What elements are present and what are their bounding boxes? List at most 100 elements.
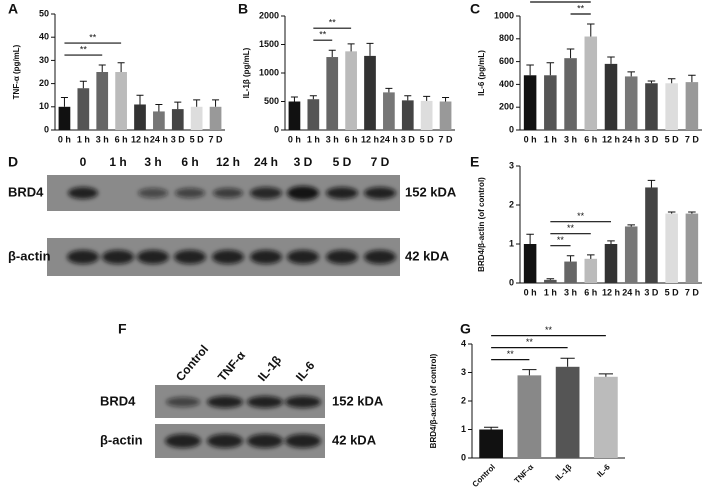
bar — [307, 99, 320, 130]
bar — [153, 111, 165, 130]
x-tick-label: 5 D — [190, 134, 205, 144]
x-tick-label: 12 h — [602, 134, 620, 144]
bar — [288, 101, 301, 130]
error-bar — [688, 74, 696, 83]
bar — [401, 100, 414, 130]
y-tick-label: 600 — [499, 56, 514, 66]
x-tick-label: 6 h — [345, 134, 358, 144]
error-bar — [560, 357, 575, 367]
y-tick-label: 0 — [509, 124, 514, 134]
y-tick-label: 1 — [509, 238, 514, 248]
y-axis-title: BRD4/β-actin (of control) — [477, 177, 486, 272]
bar — [645, 187, 658, 283]
bar — [523, 75, 537, 130]
x-tick-label: 7 D — [685, 287, 700, 297]
panel-letter: C — [470, 1, 480, 17]
error-bar — [526, 233, 534, 244]
x-tick-label: 6 h — [115, 134, 128, 144]
y-tick-label: 3 — [509, 160, 514, 170]
row-label: BRD4 — [100, 393, 136, 408]
bar — [564, 58, 577, 130]
lane-label: 0 — [80, 155, 87, 169]
error-bar — [526, 64, 534, 76]
significance-label: ** — [526, 337, 534, 347]
y-axis-title: IL-1β (pg/mL) — [242, 47, 251, 98]
row-label: BRD4 — [8, 184, 44, 199]
error-bar — [607, 240, 615, 244]
bar — [645, 83, 658, 130]
y-tick-label: 400 — [499, 79, 514, 89]
error-bar — [522, 369, 537, 376]
y-tick-label: 1 — [461, 424, 466, 434]
significance-label: ** — [329, 18, 337, 28]
y-tick-label: 0 — [274, 124, 279, 134]
error-bar — [587, 23, 595, 37]
x-tick-label: 0 h — [524, 134, 537, 144]
size-label: 152 kDA — [332, 393, 384, 408]
x-tick-label: 7 D — [685, 134, 700, 144]
x-tick-label: 24 h — [622, 134, 640, 144]
lane-label: IL-6 — [293, 358, 318, 384]
lane-label: IL-1β — [255, 353, 284, 384]
bar — [364, 55, 376, 130]
error-bar — [688, 211, 696, 214]
panel-letter: A — [8, 1, 18, 17]
bar — [594, 376, 618, 458]
y-axis-title: BRD4/β-actin (of control) — [429, 353, 438, 448]
error-bar — [79, 80, 87, 89]
lane-label: 5 D — [333, 155, 352, 169]
error-bar — [442, 97, 450, 102]
y-tick-label: 50 — [39, 8, 49, 18]
y-tick-label: 1000 — [494, 10, 514, 20]
x-tick-label: 7 D — [439, 134, 454, 144]
panel-letter: G — [460, 321, 471, 337]
blot-f — [155, 385, 325, 458]
bar — [564, 261, 577, 283]
x-tick-label: 3 D — [171, 134, 186, 144]
x-tick-label: IL-1β — [554, 462, 574, 482]
bar — [555, 366, 580, 458]
bar — [604, 63, 618, 130]
significance-label: ** — [545, 325, 553, 335]
bands — [67, 186, 396, 264]
bar — [479, 429, 503, 458]
y-tick-label: 800 — [499, 33, 514, 43]
x-tick-label: 5 D — [420, 134, 435, 144]
y-tick-label: 0 — [44, 124, 49, 134]
x-tick-label: 3 h — [564, 287, 577, 297]
bar — [685, 82, 699, 130]
bar — [685, 213, 699, 283]
bar — [665, 213, 678, 283]
size-label: 42 kDA — [332, 432, 377, 447]
bar — [584, 36, 598, 130]
error-bar — [309, 95, 317, 100]
x-tick-label: 1 h — [77, 134, 90, 144]
error-bar — [566, 255, 575, 262]
y-tick-label: 1000 — [259, 67, 279, 77]
error-bar — [385, 87, 393, 93]
x-tick-label: 12 h — [602, 287, 620, 297]
lane-label: 7 D — [371, 155, 390, 169]
error-bar — [212, 99, 220, 107]
significance-label: ** — [577, 3, 585, 13]
significance-label: ** — [577, 211, 585, 221]
error-bar — [667, 78, 676, 84]
size-label: 152 kDA — [405, 184, 457, 199]
bar — [544, 279, 557, 283]
y-tick-label: 1500 — [259, 39, 279, 49]
y-tick-label: 20 — [39, 78, 49, 88]
significance-label: ** — [567, 223, 575, 233]
y-tick-label: 30 — [39, 55, 49, 65]
significance-label: ** — [89, 32, 97, 42]
bar — [439, 101, 452, 130]
bar — [523, 244, 537, 283]
panel-letter: F — [118, 321, 127, 337]
bar — [134, 104, 146, 130]
error-bar — [647, 80, 656, 84]
bar — [624, 226, 638, 283]
x-tick-label: 3 h — [564, 134, 577, 144]
y-tick-label: 200 — [499, 102, 514, 112]
lane-label: 6 h — [181, 155, 198, 169]
row-label: β-actin — [8, 248, 51, 263]
blot-d — [47, 175, 400, 276]
